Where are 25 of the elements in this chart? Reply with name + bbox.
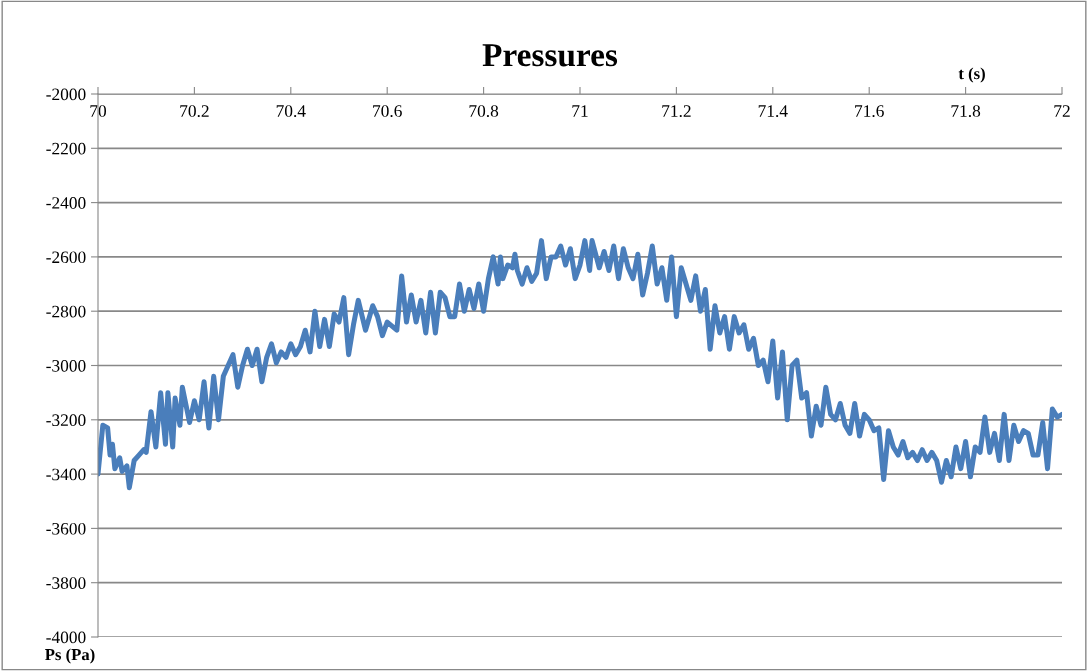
- x-tick-label: 70.8: [469, 105, 499, 117]
- y-tick-label: -2200: [46, 142, 86, 155]
- x-tick-label: 70.2: [180, 105, 209, 117]
- chart-title: Pressures: [482, 44, 618, 67]
- x-tick-label: 72: [1054, 105, 1070, 117]
- y-tick-label: -3400: [46, 468, 86, 481]
- y-tick-label: -2400: [46, 197, 86, 209]
- x-tick-label: 71.6: [855, 105, 884, 117]
- x-tick-label: 71.4: [758, 105, 788, 117]
- y-tick-label: -3000: [46, 359, 86, 372]
- y-tick-label: -2800: [46, 305, 86, 318]
- y-tick-label: -3200: [46, 414, 86, 426]
- y-tick-label: -2000: [46, 88, 86, 101]
- x-tick-label: 71.2: [662, 105, 691, 117]
- x-tick-label: 70.4: [276, 105, 306, 117]
- y-tick-label: -4000: [46, 631, 86, 644]
- y-tick-label: -3800: [46, 577, 86, 589]
- y-axis-title: Ps (Pa): [45, 648, 95, 664]
- x-tick-label: 70.6: [373, 105, 402, 117]
- x-tick-label: 71: [572, 105, 588, 117]
- x-axis-title: t (s): [958, 67, 985, 83]
- x-tick-label: 71.8: [951, 105, 981, 117]
- x-tick-label: 70: [90, 105, 107, 117]
- y-tick-label: -2600: [46, 251, 86, 264]
- y-tick-label: -3600: [46, 522, 86, 535]
